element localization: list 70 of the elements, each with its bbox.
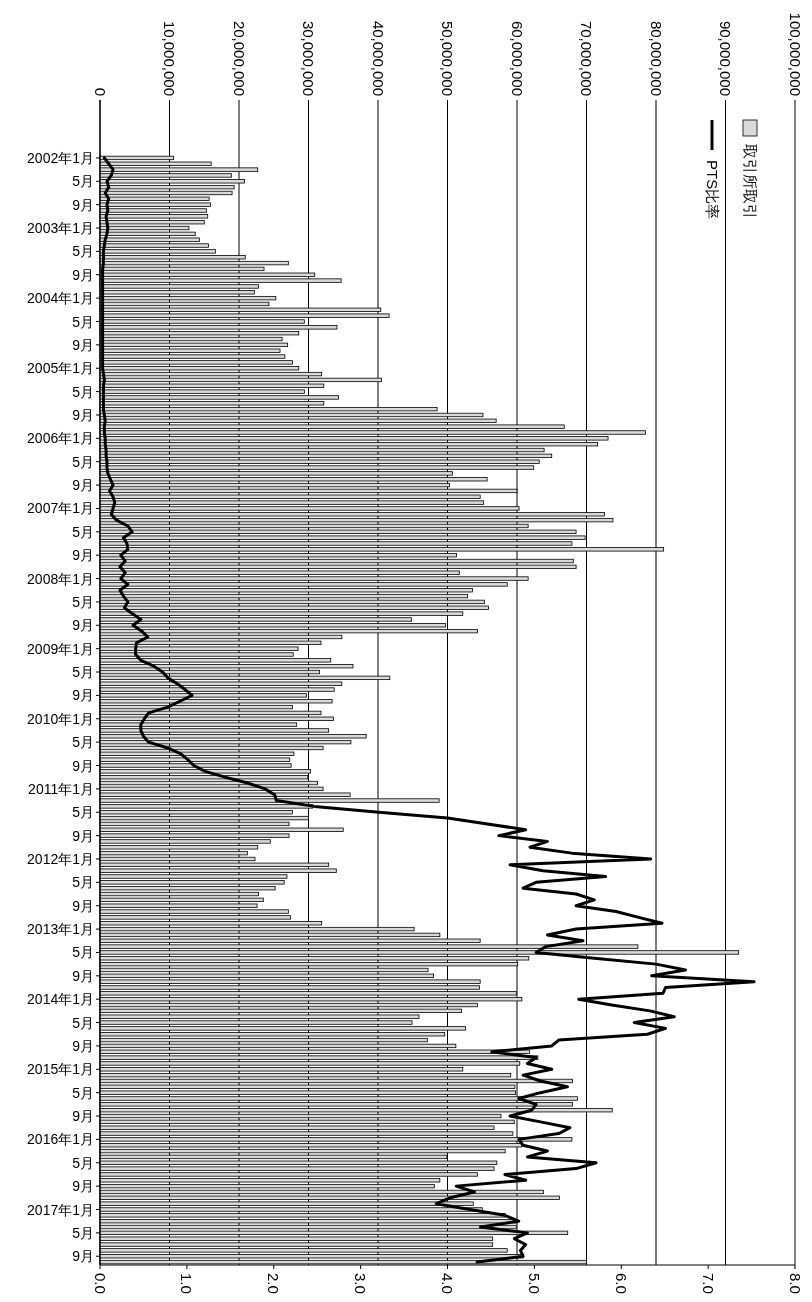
y-tick-label: 2011年1月 bbox=[28, 780, 94, 797]
x-tick-label: 80,000,000 bbox=[647, 20, 665, 96]
x2-tick-label: 5.0 bbox=[525, 1273, 543, 1294]
y-tick-label: 9月 bbox=[72, 1037, 94, 1054]
y-tick-label: 5月 bbox=[72, 383, 94, 400]
x-tick-label: 30,000,000 bbox=[300, 20, 317, 96]
y-tick-label: 2010年1月 bbox=[27, 710, 94, 727]
x2-tick-label: 3.0 bbox=[352, 1273, 370, 1294]
y-tick-label: 9月 bbox=[72, 967, 94, 984]
y-tick-label: 2003年1月 bbox=[27, 220, 94, 237]
x2-tick-label: 7.0 bbox=[699, 1273, 717, 1294]
y-tick-label: 2005年1月 bbox=[27, 360, 94, 377]
x2-tick-label: 6.0 bbox=[612, 1273, 630, 1294]
y-tick-label: 9月 bbox=[72, 477, 94, 494]
x2-tick-label: 1.0 bbox=[178, 1273, 196, 1294]
y-tick-label: 2016年1月 bbox=[27, 1131, 94, 1148]
y-tick-label: 5月 bbox=[72, 1014, 94, 1031]
y-tick-label: 5月 bbox=[72, 804, 94, 821]
y-tick-label: 9月 bbox=[72, 1108, 94, 1125]
y-tick-label: 2015年1月 bbox=[27, 1061, 94, 1078]
y-tick-label: 2017年1月 bbox=[27, 1201, 94, 1218]
y-tick-label: 9月 bbox=[72, 617, 94, 634]
y-tick-label: 2007年1月 bbox=[27, 500, 94, 517]
y-tick-label: 5月 bbox=[72, 944, 94, 961]
y-tick-label: 5月 bbox=[72, 664, 94, 681]
y-tick-label: 9月 bbox=[72, 547, 94, 564]
y-tick-label: 9月 bbox=[72, 266, 94, 283]
y-tick-label: 5月 bbox=[72, 313, 94, 330]
y-tick-label: 5月 bbox=[72, 173, 94, 190]
y-tick-label: 9月 bbox=[72, 687, 94, 704]
x-tick-label: 90,000,000 bbox=[717, 20, 734, 96]
y-tick-label: 2008年1月 bbox=[27, 570, 94, 587]
y-tick-label: 5月 bbox=[72, 734, 94, 751]
y-tick-label: 2002年1月 bbox=[27, 149, 94, 166]
x-tick-label: 50,000,000 bbox=[439, 20, 456, 96]
x2-tick-label: 8.0 bbox=[786, 1273, 804, 1294]
y-tick-label: 5月 bbox=[72, 1154, 94, 1171]
y-tick-label: 9月 bbox=[72, 757, 94, 774]
legend-label: PTS比率 bbox=[703, 160, 721, 220]
y-tick-label: 9月 bbox=[72, 1248, 94, 1265]
y-tick-label: 5月 bbox=[72, 1084, 94, 1101]
y-tick-label: 2009年1月 bbox=[27, 640, 94, 657]
y-tick-label: 2013年1月 bbox=[27, 921, 94, 938]
x-tick-label: 10,000,000 bbox=[161, 20, 178, 96]
x2-tick-label: 4.0 bbox=[439, 1273, 456, 1294]
x-tick-label: 100,000,000 bbox=[786, 12, 804, 96]
y-tick-label: 9月 bbox=[72, 897, 94, 914]
x-tick-label: 40,000,000 bbox=[369, 20, 387, 96]
y-tick-label: 5月 bbox=[72, 1224, 94, 1241]
legend-label: 取引所取引 bbox=[741, 144, 759, 219]
y-tick-label: 5月 bbox=[72, 593, 94, 610]
y-tick-label: 9月 bbox=[72, 336, 94, 353]
y-tick-label: 5月 bbox=[72, 453, 94, 470]
y-tick-label: 5月 bbox=[72, 874, 94, 891]
y-tick-label: 2012年1月 bbox=[27, 850, 94, 867]
y-tick-label: 9月 bbox=[72, 827, 94, 844]
y-tick-label: 9月 bbox=[72, 406, 94, 423]
y-tick-label: 9月 bbox=[72, 196, 94, 213]
x-tick-label: 20,000,000 bbox=[230, 20, 248, 96]
y-tick-label: 2006年1月 bbox=[27, 430, 94, 447]
x-tick-label: 70,000,000 bbox=[578, 20, 595, 96]
x-tick-label: 60,000,000 bbox=[508, 20, 526, 96]
y-tick-label: 2004年1月 bbox=[27, 290, 94, 307]
y-tick-label: 9月 bbox=[72, 1178, 94, 1195]
y-tick-label: 2014年1月 bbox=[27, 991, 94, 1008]
y-tick-label: 5月 bbox=[72, 523, 94, 540]
x2-tick-label: 2.0 bbox=[265, 1273, 283, 1294]
x-tick-label: 0 bbox=[91, 87, 109, 96]
x2-tick-label: 0.0 bbox=[91, 1273, 109, 1294]
y-tick-label: 5月 bbox=[72, 243, 94, 260]
